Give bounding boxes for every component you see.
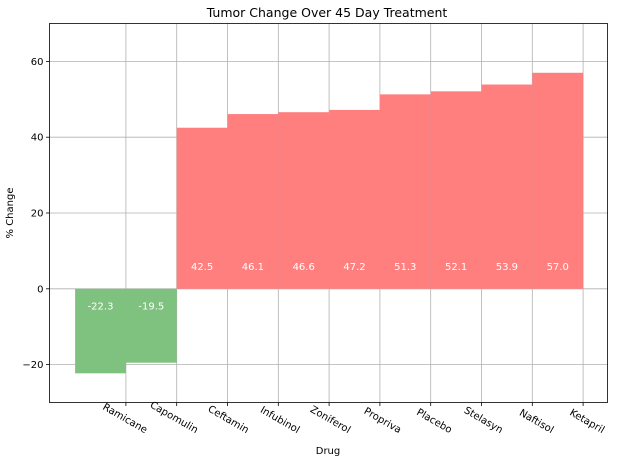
- y-tick-label: 60: [31, 57, 44, 68]
- bar-capomulin: [125, 288, 177, 363]
- x-axis-label: Drug: [316, 446, 341, 457]
- value-label-propriva: 47.2: [343, 262, 365, 273]
- value-label-ramicane: -22.3: [88, 302, 114, 313]
- x-tick-label-placebo: Placebo: [414, 407, 453, 436]
- bar-infubinol: [227, 114, 279, 289]
- value-label-naftisol: 53.9: [496, 262, 518, 273]
- value-label-stelasyn: 52.1: [445, 262, 467, 273]
- value-label-ceftamin: 42.5: [191, 262, 213, 273]
- value-label-ketapril: 57.0: [547, 262, 569, 273]
- value-label-capomulin: -19.5: [138, 302, 164, 313]
- y-axis-label: % Change: [5, 188, 16, 239]
- x-tick-label-capomulin: Capomulin: [148, 400, 200, 436]
- x-tick-label-propriva: Propriva: [362, 406, 403, 436]
- chart-title: Tumor Change Over 45 Day Treatment: [206, 5, 448, 20]
- bar-naftisol: [481, 84, 533, 289]
- y-tick-label: 0: [37, 284, 43, 295]
- value-label-zoniferol: 46.6: [293, 262, 315, 273]
- bar-placebo: [379, 94, 431, 289]
- bar-ketapril: [532, 72, 584, 289]
- bars: [75, 72, 584, 374]
- bar-ceftamin: [176, 127, 228, 289]
- x-tick-label-ceftamin: Ceftamin: [206, 404, 251, 436]
- bar-ramicane: [75, 288, 126, 374]
- x-tick-label-ramicane: Ramicane: [101, 402, 149, 436]
- value-label-infubinol: 46.1: [242, 262, 264, 273]
- y-tick-label: 40: [31, 133, 44, 144]
- bar-zoniferol: [278, 112, 330, 289]
- y-tick-label: −20: [22, 360, 43, 371]
- x-tick-label-ketapril: Ketapril: [567, 407, 606, 436]
- x-tick-label-naftisol: Naftisol: [517, 408, 555, 436]
- bar-stelasyn: [430, 91, 482, 289]
- x-tick-label-stelasyn: Stelasyn: [462, 405, 505, 436]
- value-labels: -22.3 -19.5 42.5 46.1 46.6 47.2 51.3 52.1 53.9 57…: [88, 262, 569, 313]
- bar-propriva: [329, 109, 380, 289]
- y-tick-label: 20: [31, 209, 44, 220]
- value-label-placebo: 51.3: [394, 262, 416, 273]
- x-tick-label-zoniferol: Zoniferol: [308, 404, 352, 436]
- y-axis-ticks: −20 0 20 40 60: [22, 57, 50, 371]
- x-tick-label-infubinol: Infubinol: [258, 405, 301, 436]
